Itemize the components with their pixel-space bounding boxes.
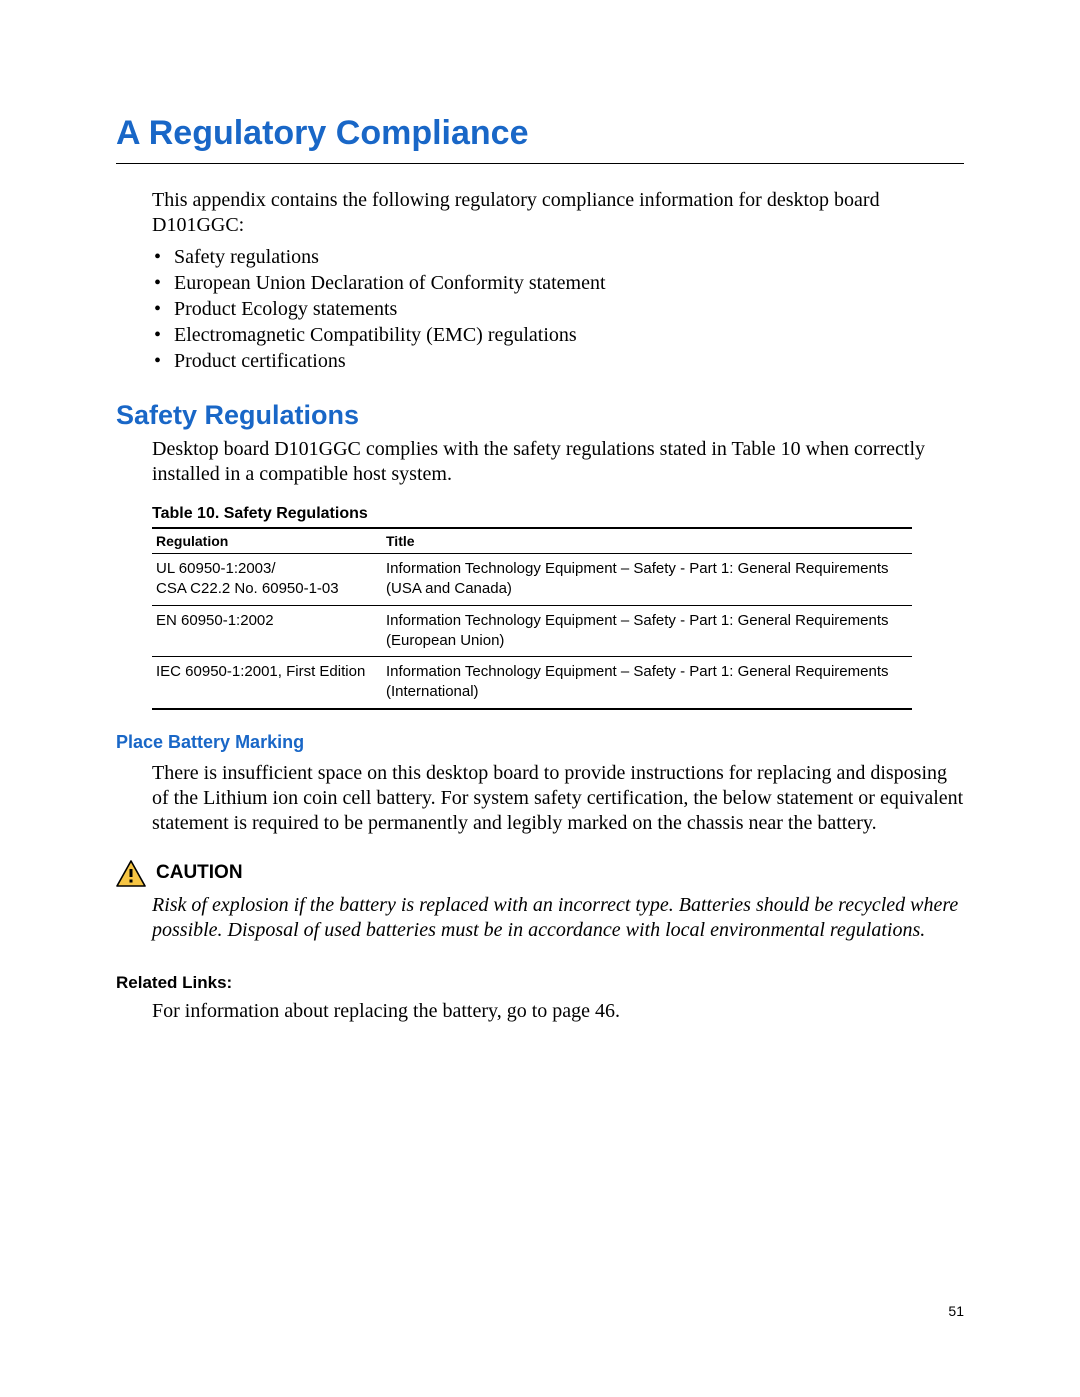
list-item: Safety regulations bbox=[152, 244, 964, 270]
table-row: UL 60950-1:2003/ CSA C22.2 No. 60950-1-0… bbox=[152, 554, 912, 606]
cell-regulation: UL 60950-1:2003/ CSA C22.2 No. 60950-1-0… bbox=[152, 554, 382, 606]
safety-heading: Safety Regulations bbox=[116, 400, 964, 431]
table-caption: Table 10. Safety Regulations bbox=[152, 505, 964, 523]
intro-bullet-list: Safety regulations European Union Declar… bbox=[152, 244, 964, 374]
cell-title: Information Technology Equipment – Safet… bbox=[382, 657, 912, 709]
list-item: European Union Declaration of Conformity… bbox=[152, 270, 964, 296]
battery-text: There is insufficient space on this desk… bbox=[152, 761, 964, 836]
battery-heading: Place Battery Marking bbox=[116, 732, 964, 753]
cell-title: Information Technology Equipment – Safet… bbox=[382, 554, 912, 606]
table-row: EN 60950-1:2002 Information Technology E… bbox=[152, 605, 912, 657]
cell-title: Information Technology Equipment – Safet… bbox=[382, 605, 912, 657]
caution-text: Risk of explosion if the battery is repl… bbox=[152, 893, 964, 943]
list-item: Product Ecology statements bbox=[152, 296, 964, 322]
related-links-text: For information about replacing the batt… bbox=[152, 999, 964, 1024]
caution-header: CAUTION bbox=[116, 860, 964, 887]
safety-regulations-table: Regulation Title UL 60950-1:2003/ CSA C2… bbox=[152, 527, 912, 710]
col-header-title: Title bbox=[382, 528, 912, 554]
caution-triangle-icon bbox=[116, 860, 146, 887]
appendix-heading: A Regulatory Compliance bbox=[116, 114, 964, 164]
list-item: Product certifications bbox=[152, 348, 964, 374]
related-links-heading: Related Links: bbox=[116, 973, 964, 993]
col-header-regulation: Regulation bbox=[152, 528, 382, 554]
table-row: IEC 60950-1:2001, First Edition Informat… bbox=[152, 657, 912, 709]
page-content: A Regulatory Compliance This appendix co… bbox=[0, 0, 1080, 1090]
caution-label: CAUTION bbox=[156, 862, 243, 884]
list-item: Electromagnetic Compatibility (EMC) regu… bbox=[152, 322, 964, 348]
table-header-row: Regulation Title bbox=[152, 528, 912, 554]
safety-intro: Desktop board D101GGC complies with the … bbox=[152, 437, 964, 487]
cell-regulation: IEC 60950-1:2001, First Edition bbox=[152, 657, 382, 709]
caution-block: CAUTION Risk of explosion if the battery… bbox=[116, 860, 964, 943]
intro-paragraph: This appendix contains the following reg… bbox=[152, 188, 964, 238]
page-number: 51 bbox=[948, 1303, 964, 1319]
cell-regulation: EN 60950-1:2002 bbox=[152, 605, 382, 657]
